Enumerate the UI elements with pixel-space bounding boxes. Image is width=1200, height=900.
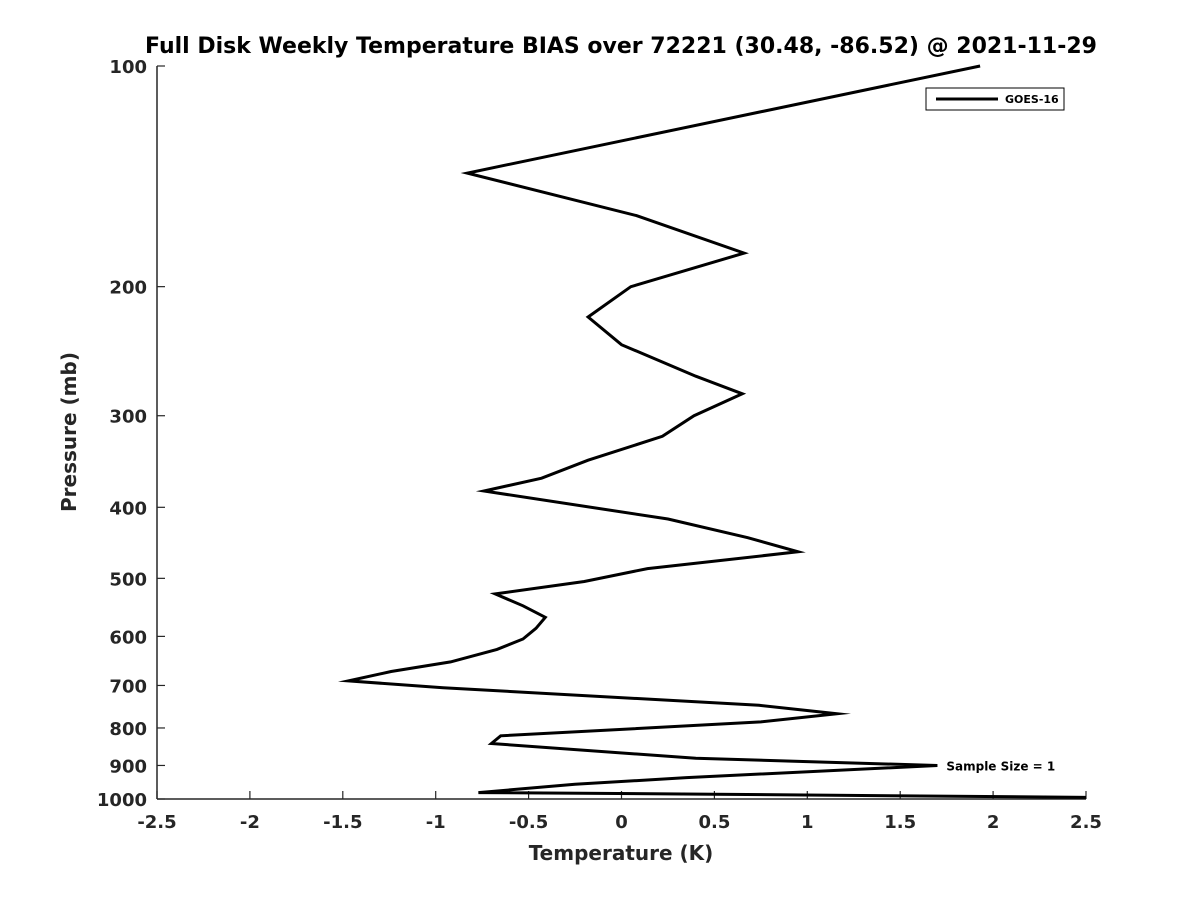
x-tick-label: -2.5 [137, 812, 176, 833]
y-tick-label: 100 [109, 57, 147, 78]
series-line-goes-16 [337, 64, 1087, 799]
chart-title: Full Disk Weekly Temperature BIAS over 7… [145, 34, 1097, 59]
x-tick-label: -1 [426, 812, 446, 833]
y-tick-label: 700 [109, 676, 147, 697]
y-tick-label: 300 [109, 407, 147, 428]
y-axis-label: Pressure (mb) [57, 352, 81, 512]
x-axis-label: Temperature (K) [529, 841, 714, 865]
y-tick-label: 1000 [97, 790, 147, 811]
x-tick-label: 0 [615, 812, 628, 833]
plot-area: -2.5 -2 -1.5 -1 -0.5 0 0.5 1 1.5 2 2.5 100 200 300 400… [97, 57, 1102, 833]
x-tick-label: 0.5 [698, 812, 730, 833]
x-tick-label: 1.5 [884, 812, 916, 833]
y-tick-label: 400 [109, 498, 147, 519]
y-tick-label: 500 [109, 569, 147, 590]
x-tick-label: -2 [240, 812, 260, 833]
y-tick-label: 600 [109, 627, 147, 648]
x-tick-label: -0.5 [509, 812, 548, 833]
sample-size-annotation: Sample Size = 1 [946, 759, 1055, 773]
legend: GOES-16 [925, 87, 1065, 111]
y-tick-label: 800 [109, 719, 147, 740]
legend-label-goes-16: GOES-16 [1005, 93, 1059, 106]
y-tick-label: 200 [109, 278, 147, 299]
x-tick-label: -1.5 [323, 812, 362, 833]
x-tick-label: 1 [801, 812, 814, 833]
x-tick-label: 2 [987, 812, 1000, 833]
y-tick-label: 900 [109, 756, 147, 777]
x-tick-label: 2.5 [1070, 812, 1102, 833]
